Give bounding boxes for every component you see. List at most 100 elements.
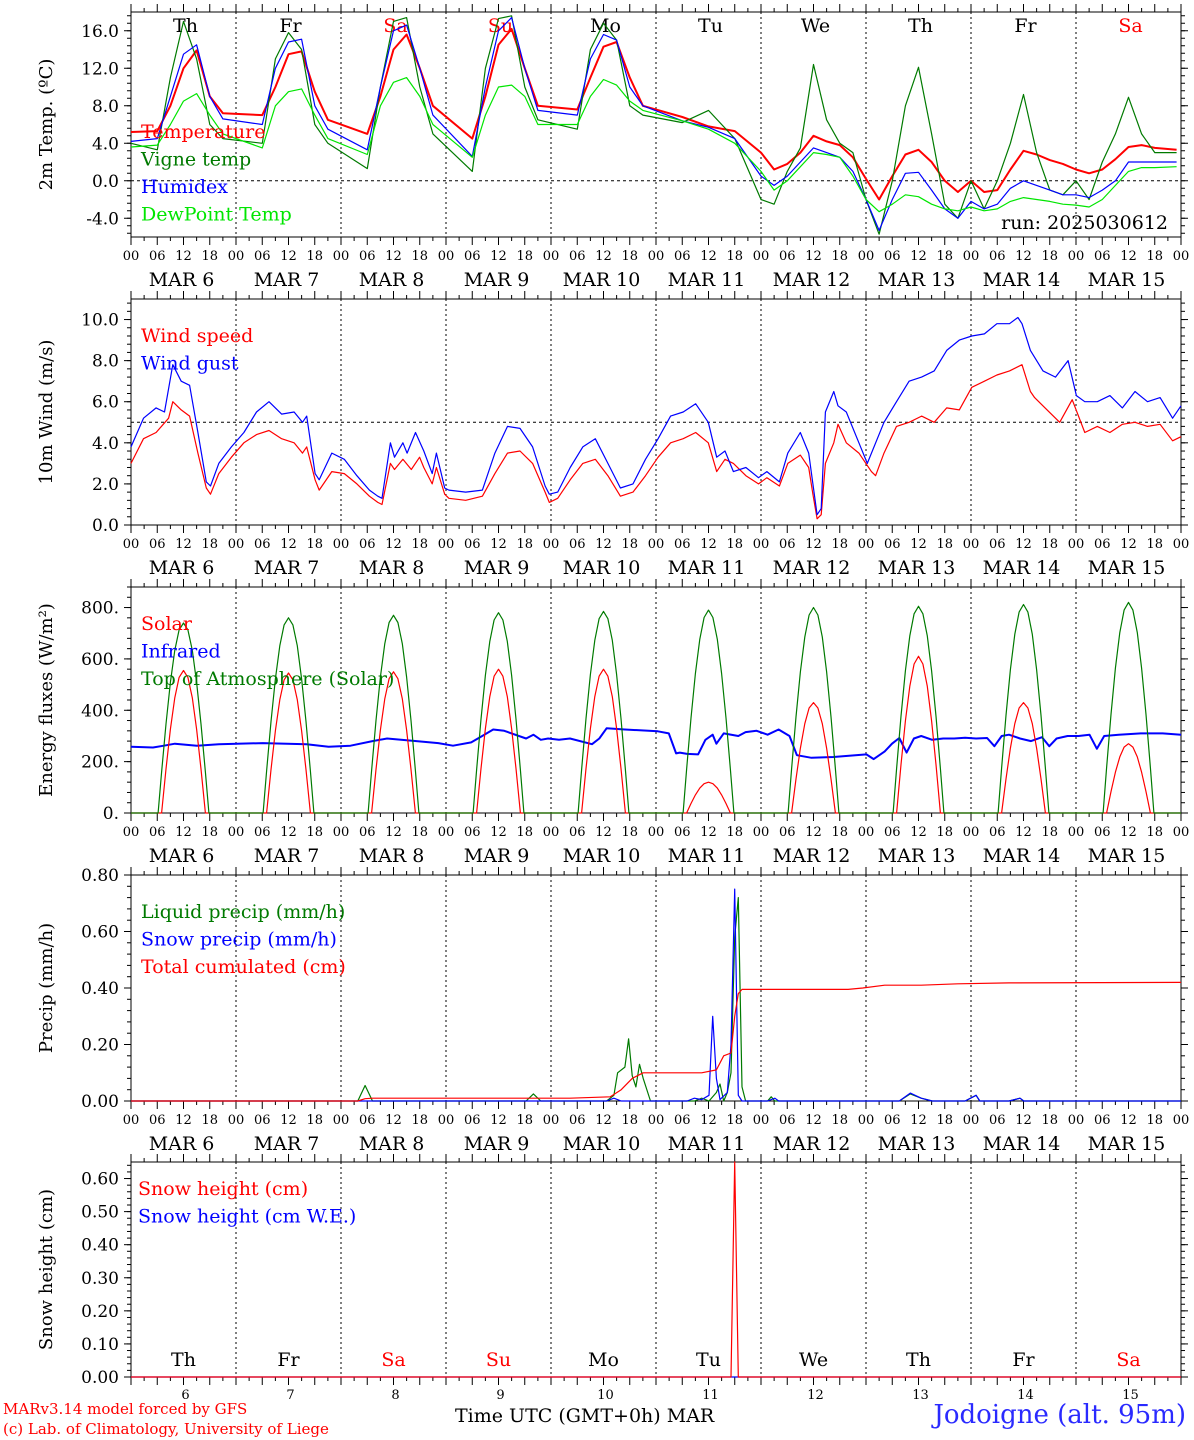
date-label: MAR 11 xyxy=(668,557,746,579)
hour-label: 18 xyxy=(936,537,953,552)
hour-label: 00 xyxy=(1173,1113,1190,1128)
hour-label: 12 xyxy=(700,825,717,840)
hour-label: 06 xyxy=(464,537,481,552)
hour-label: 06 xyxy=(359,1113,376,1128)
hour-label: 00 xyxy=(648,1113,665,1128)
day-name: Tu xyxy=(696,1349,721,1371)
hour-label: 12 xyxy=(700,249,717,264)
hour-label: 00 xyxy=(228,1113,245,1128)
hour-label: 12 xyxy=(910,1113,927,1128)
hour-label: 18 xyxy=(306,249,323,264)
hour-label: 00 xyxy=(1068,825,1085,840)
hour-label: 00 xyxy=(438,537,455,552)
y-tick-label: 0.40 xyxy=(81,979,119,999)
hour-label: 18 xyxy=(621,537,638,552)
hour-label: 06 xyxy=(1094,537,1111,552)
credit-lab: (c) Lab. of Climatology, University of L… xyxy=(3,1420,329,1438)
hour-label: 00 xyxy=(228,537,245,552)
hour-label: 18 xyxy=(516,1113,533,1128)
date-label: MAR 9 xyxy=(464,1133,530,1155)
day-name: Fr xyxy=(1012,1349,1035,1371)
date-label: MAR 13 xyxy=(878,845,956,867)
date-label: MAR 8 xyxy=(359,269,425,291)
hour-label: 12 xyxy=(280,249,297,264)
date-label: MAR 10 xyxy=(563,1133,641,1155)
y-tick-label: 0.00 xyxy=(81,1368,119,1388)
y-tick-label: 0.20 xyxy=(81,1036,119,1056)
day-name: Sa xyxy=(381,1349,405,1371)
hour-label: 06 xyxy=(149,537,166,552)
date-label: MAR 12 xyxy=(773,557,851,579)
hour-label: 18 xyxy=(726,825,743,840)
hour-label: 06 xyxy=(674,825,691,840)
hour-label: 12 xyxy=(490,537,507,552)
station-name: Jodoigne (alt. 95m) xyxy=(933,1400,1186,1430)
hour-label: 12 xyxy=(910,825,927,840)
date-label: MAR 15 xyxy=(1088,845,1166,867)
hour-label: 00 xyxy=(438,249,455,264)
hour-label: 00 xyxy=(858,1113,875,1128)
hour-label: 06 xyxy=(464,249,481,264)
hour-label: 00 xyxy=(753,249,770,264)
hour-label: 00 xyxy=(753,1113,770,1128)
hour-label: 00 xyxy=(648,249,665,264)
series-line xyxy=(131,981,1182,1102)
hour-label: 18 xyxy=(621,1113,638,1128)
day-name: Su xyxy=(486,1349,511,1371)
date-label: MAR 7 xyxy=(254,557,320,579)
y-tick-label: 6.0 xyxy=(92,393,119,413)
hour-label: 18 xyxy=(516,249,533,264)
legend-entry: Snow precip (mm/h) xyxy=(141,929,337,951)
hour-label: 12 xyxy=(595,825,612,840)
hour-label: 18 xyxy=(1146,825,1163,840)
hour-label: 12 xyxy=(490,1113,507,1128)
date-label: MAR 11 xyxy=(668,1133,746,1155)
y-tick-label: 0.30 xyxy=(81,1269,119,1289)
date-label: MAR 14 xyxy=(983,269,1061,291)
hour-label: 00 xyxy=(1173,249,1190,264)
legend-entry: Top of Atmosphere (Solar) xyxy=(141,668,394,690)
hour-label: 18 xyxy=(726,1113,743,1128)
day-name: Fr xyxy=(277,1349,300,1371)
legend-entry: Wind gust xyxy=(141,353,239,375)
y-tick-label: 16.0 xyxy=(81,22,119,42)
legend-entry: Snow height (cm W.E.) xyxy=(138,1206,356,1228)
hour-label: 18 xyxy=(201,1113,218,1128)
day-name: Mo xyxy=(588,1349,619,1371)
date-label: MAR 13 xyxy=(878,1133,956,1155)
y-axis-label: Snow height (cm) xyxy=(36,1189,57,1350)
hour-label: 06 xyxy=(674,537,691,552)
date-label: MAR 6 xyxy=(149,1133,215,1155)
hour-label: 18 xyxy=(936,825,953,840)
hour-label: 18 xyxy=(1146,1113,1163,1128)
plot-frame xyxy=(130,586,1182,814)
hour-label: 12 xyxy=(175,537,192,552)
hour-label: 12 xyxy=(175,825,192,840)
day-name: Th xyxy=(908,15,933,37)
hour-label: 00 xyxy=(648,825,665,840)
hour-label: 18 xyxy=(516,537,533,552)
hour-label: 00 xyxy=(543,825,560,840)
day-name: We xyxy=(799,1349,828,1371)
date-label: MAR 10 xyxy=(563,845,641,867)
series-line xyxy=(131,1161,1181,1378)
y-tick-label: 12.0 xyxy=(81,59,119,79)
hour-label: 18 xyxy=(1041,825,1058,840)
date-label: MAR 7 xyxy=(254,1133,320,1155)
hour-label: 18 xyxy=(201,825,218,840)
y-axis-label: Precip (mm/h) xyxy=(36,923,57,1053)
hour-label: 12 xyxy=(1120,249,1137,264)
hour-label: 06 xyxy=(989,537,1006,552)
day-name: Th xyxy=(906,1349,931,1371)
hour-label: 06 xyxy=(254,537,271,552)
hour-label: 00 xyxy=(333,825,350,840)
hour-label: 00 xyxy=(858,537,875,552)
y-tick-label: 0.60 xyxy=(81,1170,119,1190)
hour-label: 00 xyxy=(333,1113,350,1128)
hour-label: 18 xyxy=(936,249,953,264)
date-label: MAR 15 xyxy=(1088,269,1166,291)
hour-label: 06 xyxy=(779,537,796,552)
hour-label: 00 xyxy=(1068,537,1085,552)
x-axis-title: Time UTC (GMT+0h) MAR xyxy=(455,1405,715,1427)
